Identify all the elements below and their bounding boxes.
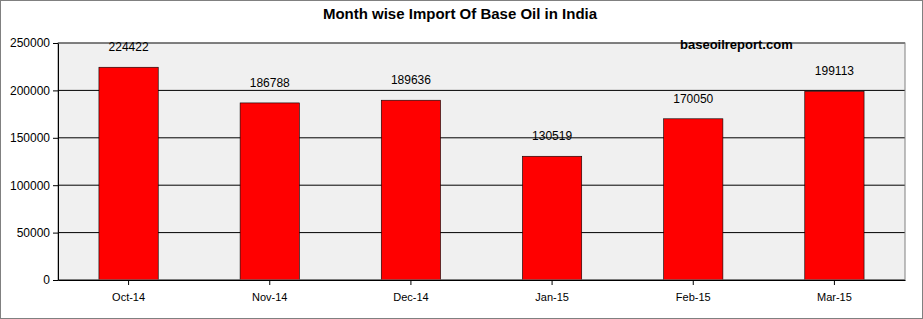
title: Month wise Import Of Base Oil in India — [323, 5, 598, 22]
bar — [664, 119, 723, 280]
y-tick-label: 150000 — [10, 131, 50, 145]
y-tick-mark — [53, 280, 58, 281]
bar — [522, 156, 581, 280]
plot-area — [58, 43, 905, 280]
x-tick: Oct-14 — [112, 280, 145, 303]
chart: 0 50000 100000 150000 200000 250000 Oct-14 Nov-… — [0, 0, 923, 319]
y-tick-mark — [53, 43, 58, 44]
y-tick-mark — [53, 138, 58, 139]
data-label: 186788 — [250, 76, 290, 90]
x-tick-mark — [269, 280, 270, 285]
y-tick: 100000 — [10, 179, 58, 193]
data-label: 130519 — [532, 129, 572, 143]
background — [1, 1, 923, 319]
x-tick: Dec-14 — [393, 280, 428, 303]
x-tick-mark — [552, 280, 553, 285]
y-tick-mark — [53, 233, 58, 234]
x-tick: Mar-15 — [817, 280, 852, 303]
y-tick: 250000 — [10, 36, 58, 50]
bars — [99, 67, 864, 280]
y-tick-label: 50000 — [17, 226, 51, 240]
y-axis-line — [58, 44, 59, 281]
grid — [58, 43, 905, 280]
bar — [240, 103, 299, 280]
y-tick-label: 0 — [43, 273, 50, 287]
y-tick: 0 — [43, 273, 58, 287]
bar — [99, 67, 158, 280]
plot-frame — [58, 43, 905, 280]
y-tick-mark — [53, 90, 58, 91]
x-tick-label: Oct-14 — [112, 291, 145, 303]
grid-line — [58, 185, 905, 186]
grid-line — [58, 90, 905, 91]
x-tick-mark — [693, 280, 694, 285]
x-tick: Feb-15 — [676, 280, 711, 303]
x-axis: Oct-14 Nov-14 Dec-14 Jan-15 Feb-15 Mar-15 — [59, 280, 906, 303]
y-axis: 0 50000 100000 150000 200000 250000 — [10, 36, 59, 287]
x-tick: Nov-14 — [252, 280, 287, 303]
data-label: 189636 — [391, 73, 431, 87]
data-label: 199113 — [815, 64, 854, 78]
plot: 0 50000 100000 150000 200000 250000 Oct-14 Nov-… — [10, 36, 906, 303]
x-tick-label: Nov-14 — [252, 291, 287, 303]
x-axis-line — [59, 280, 906, 281]
bar — [381, 100, 440, 280]
grid-line — [58, 232, 905, 233]
y-tick-label: 200000 — [10, 84, 50, 98]
x-tick-label: Jan-15 — [535, 291, 569, 303]
x-tick-mark — [128, 280, 129, 285]
data-label: 170050 — [673, 92, 713, 106]
bar — [805, 91, 864, 280]
y-tick: 50000 — [17, 226, 58, 240]
y-tick: 150000 — [10, 131, 58, 145]
y-tick-label: 250000 — [10, 36, 50, 50]
x-tick: Jan-15 — [535, 280, 569, 303]
data-label: 224422 — [109, 40, 149, 54]
x-tick-label: Mar-15 — [817, 291, 852, 303]
x-tick-mark — [410, 280, 411, 285]
annotation: baseoilreport.com — [680, 37, 793, 52]
y-tick-label: 100000 — [10, 179, 50, 193]
x-tick-label: Dec-14 — [393, 291, 428, 303]
x-tick-label: Feb-15 — [676, 291, 711, 303]
y-tick-mark — [53, 185, 58, 186]
y-tick: 200000 — [10, 84, 58, 98]
grid-line — [58, 137, 905, 138]
data-labels: 224422 186788 189636 130519 170050 199113 — [109, 40, 855, 143]
x-tick-mark — [834, 280, 835, 285]
